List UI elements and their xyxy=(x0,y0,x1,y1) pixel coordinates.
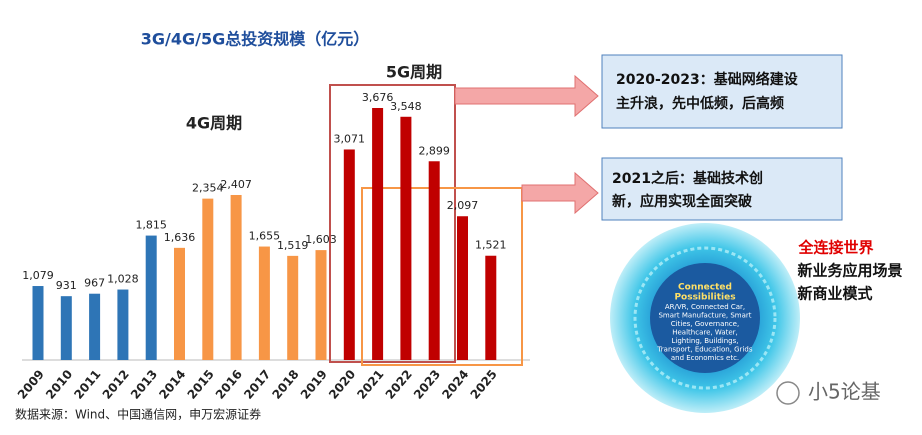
period-box xyxy=(361,187,523,366)
callout-text: 新，应用实现全面突破 xyxy=(612,193,752,210)
bar xyxy=(174,247,185,360)
watermark: 小5论基 xyxy=(808,380,881,404)
bar xyxy=(89,293,101,360)
data-label: 1,603 xyxy=(305,233,337,246)
annotation: 4G周期 xyxy=(186,114,242,133)
data-label: 1,521 xyxy=(475,239,507,252)
circle-core xyxy=(650,263,760,373)
circle-text: Healthcare, Water, xyxy=(672,329,738,337)
x-tick-label: 2021 xyxy=(354,367,386,402)
callout-text: 主升浪，先中低频，后高频 xyxy=(616,95,784,112)
data-label: 1,636 xyxy=(164,231,196,244)
circle-text: Transport, Education, Grids xyxy=(657,346,753,354)
x-tick-label: 2014 xyxy=(156,367,188,402)
data-label: 1,815 xyxy=(135,219,167,232)
x-tick-label: 2017 xyxy=(241,367,273,402)
bar xyxy=(485,255,497,360)
arrow xyxy=(454,74,599,118)
side-text: 全连接世界 xyxy=(797,239,873,257)
data-label: 1,079 xyxy=(22,269,54,282)
bar xyxy=(457,216,468,360)
circle-text: Lighting, Buildings, xyxy=(671,337,738,345)
bar xyxy=(287,255,299,360)
data-label: 967 xyxy=(84,277,105,290)
x-tick-label: 2025 xyxy=(468,367,500,402)
x-tick-label: 2020 xyxy=(326,367,358,402)
bar xyxy=(32,286,44,360)
source: 数据来源：Wind、中国通信网，申万宏源证券 xyxy=(15,407,261,422)
callout-text: 2020-2023：基础网络建设 xyxy=(616,71,799,88)
bar xyxy=(428,161,440,360)
side-text: 新业务应用场景 xyxy=(797,262,902,280)
x-tick-label: 2011 xyxy=(71,367,103,402)
chart-title: 3G/4G/5G总投资规模（亿元） xyxy=(141,30,370,49)
x-tick-label: 2023 xyxy=(411,367,443,402)
circle-title: Connected xyxy=(678,283,732,293)
data-label: 3,071 xyxy=(334,132,366,145)
bar xyxy=(202,198,214,360)
bar xyxy=(230,194,242,360)
bar xyxy=(372,108,384,360)
bar xyxy=(343,149,355,360)
circle-text: AR/VR, Connected Car, xyxy=(665,303,745,311)
circle-text: Cities, Governance, xyxy=(671,320,739,328)
x-tick-label: 2018 xyxy=(269,367,301,402)
bar xyxy=(315,250,327,360)
bar xyxy=(400,116,412,361)
circle-text: and Economics etc. xyxy=(671,354,739,362)
data-label: 2,407 xyxy=(220,178,252,191)
annotation: 5G周期 xyxy=(386,63,442,82)
data-label: 2,097 xyxy=(447,199,479,212)
watermark-icon xyxy=(776,381,800,405)
data-label: 2,899 xyxy=(418,144,450,157)
x-tick-label: 2022 xyxy=(383,367,415,402)
bar xyxy=(117,289,129,360)
circle-text: Smart Manufacture, Smart xyxy=(658,312,751,320)
x-tick-label: 2012 xyxy=(100,367,132,402)
bar xyxy=(258,246,270,360)
data-label: 3,676 xyxy=(362,91,394,104)
callout-text: 2021之后：基础技术创 xyxy=(612,170,763,187)
data-label: 2,354 xyxy=(192,182,224,195)
x-tick-label: 2016 xyxy=(213,367,245,402)
bar xyxy=(145,235,157,360)
arrow xyxy=(521,171,599,215)
callout-box xyxy=(601,157,843,221)
circle-title: Possibilities xyxy=(674,293,735,303)
data-label: 1,028 xyxy=(107,273,139,286)
period-box xyxy=(329,84,456,363)
bar xyxy=(60,296,72,360)
x-tick-label: 2015 xyxy=(185,367,217,402)
x-tick-label: 2013 xyxy=(128,367,160,402)
x-tick-label: 2010 xyxy=(43,367,75,402)
x-tick-label: 2024 xyxy=(439,367,471,402)
data-label: 1,519 xyxy=(277,239,309,252)
data-label: 3,548 xyxy=(390,100,422,113)
x-tick-label: 2009 xyxy=(15,367,47,402)
callout-box xyxy=(601,54,843,129)
data-label: 1,655 xyxy=(249,230,281,243)
circle-ring xyxy=(633,246,777,390)
data-label: 931 xyxy=(56,279,77,292)
x-tick-label: 2019 xyxy=(298,367,330,402)
side-text: 新商业模式 xyxy=(797,285,872,303)
